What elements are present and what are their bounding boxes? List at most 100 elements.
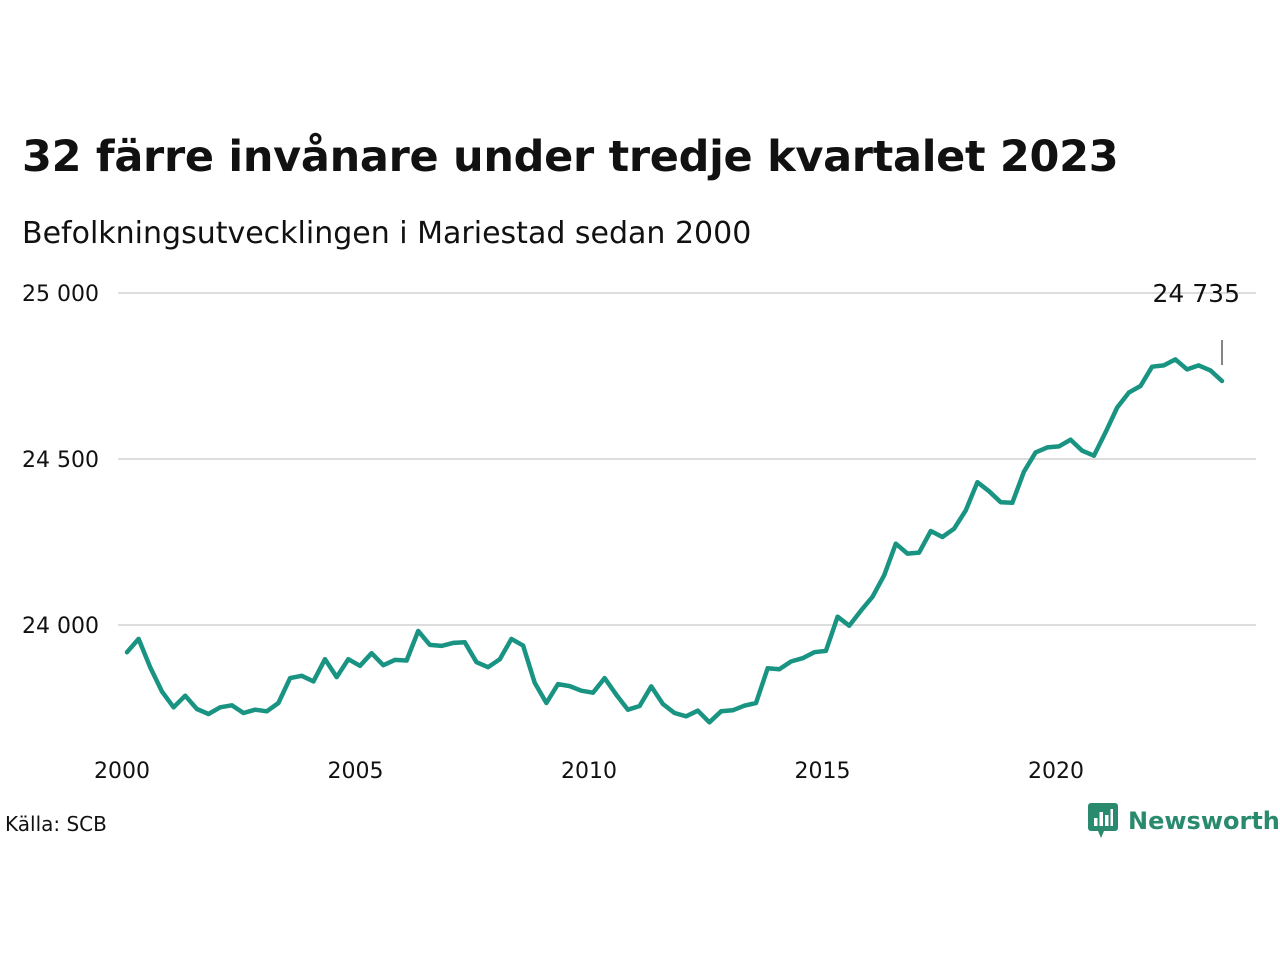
data-point: [707, 720, 712, 725]
data-point: [253, 707, 258, 712]
data-point: [800, 656, 805, 661]
data-point: [823, 648, 828, 653]
data-point: [963, 508, 968, 513]
data-point: [1161, 363, 1166, 368]
data-point: [1080, 448, 1085, 453]
series-line: [124, 357, 1225, 725]
data-point: [264, 709, 269, 714]
data-point: [206, 711, 211, 716]
data-point: [614, 692, 619, 697]
data-point: [987, 489, 992, 494]
data-point: [218, 705, 223, 710]
data-point: [1056, 444, 1061, 449]
data-point: [1196, 363, 1201, 368]
data-point: [357, 663, 362, 668]
data-point: [1138, 383, 1143, 388]
data-point: [637, 704, 642, 709]
chart-title: 32 färre invånare under tredje kvartalet…: [22, 132, 1119, 182]
data-point: [625, 707, 630, 712]
data-point: [1220, 378, 1224, 383]
data-point: [952, 526, 957, 531]
data-point: [905, 551, 910, 556]
x-tick-label: 2005: [328, 759, 384, 784]
data-point: [486, 665, 491, 670]
data-point: [1150, 364, 1155, 369]
data-point: [1126, 390, 1131, 395]
data-point: [1091, 453, 1096, 458]
data-point: [1010, 500, 1015, 505]
data-point: [835, 614, 840, 619]
data-point: [1208, 368, 1213, 373]
data-point: [241, 710, 246, 715]
data-point: [684, 714, 689, 719]
data-point: [427, 642, 432, 647]
data-point: [730, 708, 735, 713]
data-point: [381, 663, 386, 668]
data-point: [602, 676, 607, 681]
data-point: [544, 701, 549, 706]
data-point: [858, 608, 863, 613]
end-value-label: 24 735: [1153, 279, 1240, 308]
data-point: [998, 500, 1003, 505]
data-point: [474, 660, 479, 665]
data-point: [1103, 430, 1108, 435]
data-point: [649, 684, 654, 689]
data-point: [893, 541, 898, 546]
source-note: Källa: SCB: [5, 812, 107, 836]
y-axis: 24 000 24 500 25 000: [22, 282, 99, 639]
data-point: [194, 706, 199, 711]
data-point: [299, 673, 304, 678]
data-point: [346, 657, 351, 662]
data-point: [975, 480, 980, 485]
data-point: [1068, 437, 1073, 442]
data-point: [754, 701, 759, 706]
data-point: [777, 667, 782, 672]
data-point: [416, 628, 421, 633]
data-point: [183, 693, 188, 698]
data-point: [311, 679, 316, 684]
data-point: [812, 650, 817, 655]
data-point: [392, 657, 397, 662]
data-point: [323, 657, 328, 662]
data-point: [1173, 357, 1178, 362]
newsworthy-logo-icon: [1088, 803, 1118, 838]
data-point: [497, 657, 502, 662]
data-point: [928, 529, 933, 534]
data-point: [521, 643, 526, 648]
chart-subtitle: Befolkningsutvecklingen i Mariestad seda…: [22, 216, 752, 251]
x-tick-label: 2010: [561, 759, 617, 784]
data-point: [940, 535, 945, 540]
annotation-layer: 24 735: [1153, 279, 1240, 365]
y-tick-label: 24 000: [22, 614, 99, 639]
data-point: [695, 708, 700, 713]
data-point: [765, 666, 770, 671]
x-tick-label: 2015: [795, 759, 851, 784]
data-point: [404, 658, 409, 663]
x-tick-label: 2000: [94, 759, 150, 784]
data-point: [334, 675, 339, 680]
data-point: [590, 690, 595, 695]
data-point: [847, 623, 852, 628]
data-point: [882, 573, 887, 578]
data-point: [567, 684, 572, 689]
series-layer: [124, 357, 1225, 725]
data-point: [672, 710, 677, 715]
data-point: [229, 703, 234, 708]
data-point: [532, 680, 537, 685]
data-point: [719, 709, 724, 714]
data-point: [1185, 367, 1190, 372]
data-point: [1115, 405, 1120, 410]
brand-logo: Newsworthy: [1088, 803, 1280, 839]
brand-name: Newsworthy: [1128, 807, 1280, 835]
data-point: [148, 665, 153, 670]
data-point: [288, 676, 293, 681]
data-point: [369, 651, 374, 656]
data-point: [660, 702, 665, 707]
data-point: [171, 705, 176, 710]
data-point: [159, 689, 164, 694]
x-axis: 2000 2005 2010 2015 2020: [94, 759, 1084, 784]
data-point: [870, 594, 875, 599]
data-point: [276, 701, 281, 706]
